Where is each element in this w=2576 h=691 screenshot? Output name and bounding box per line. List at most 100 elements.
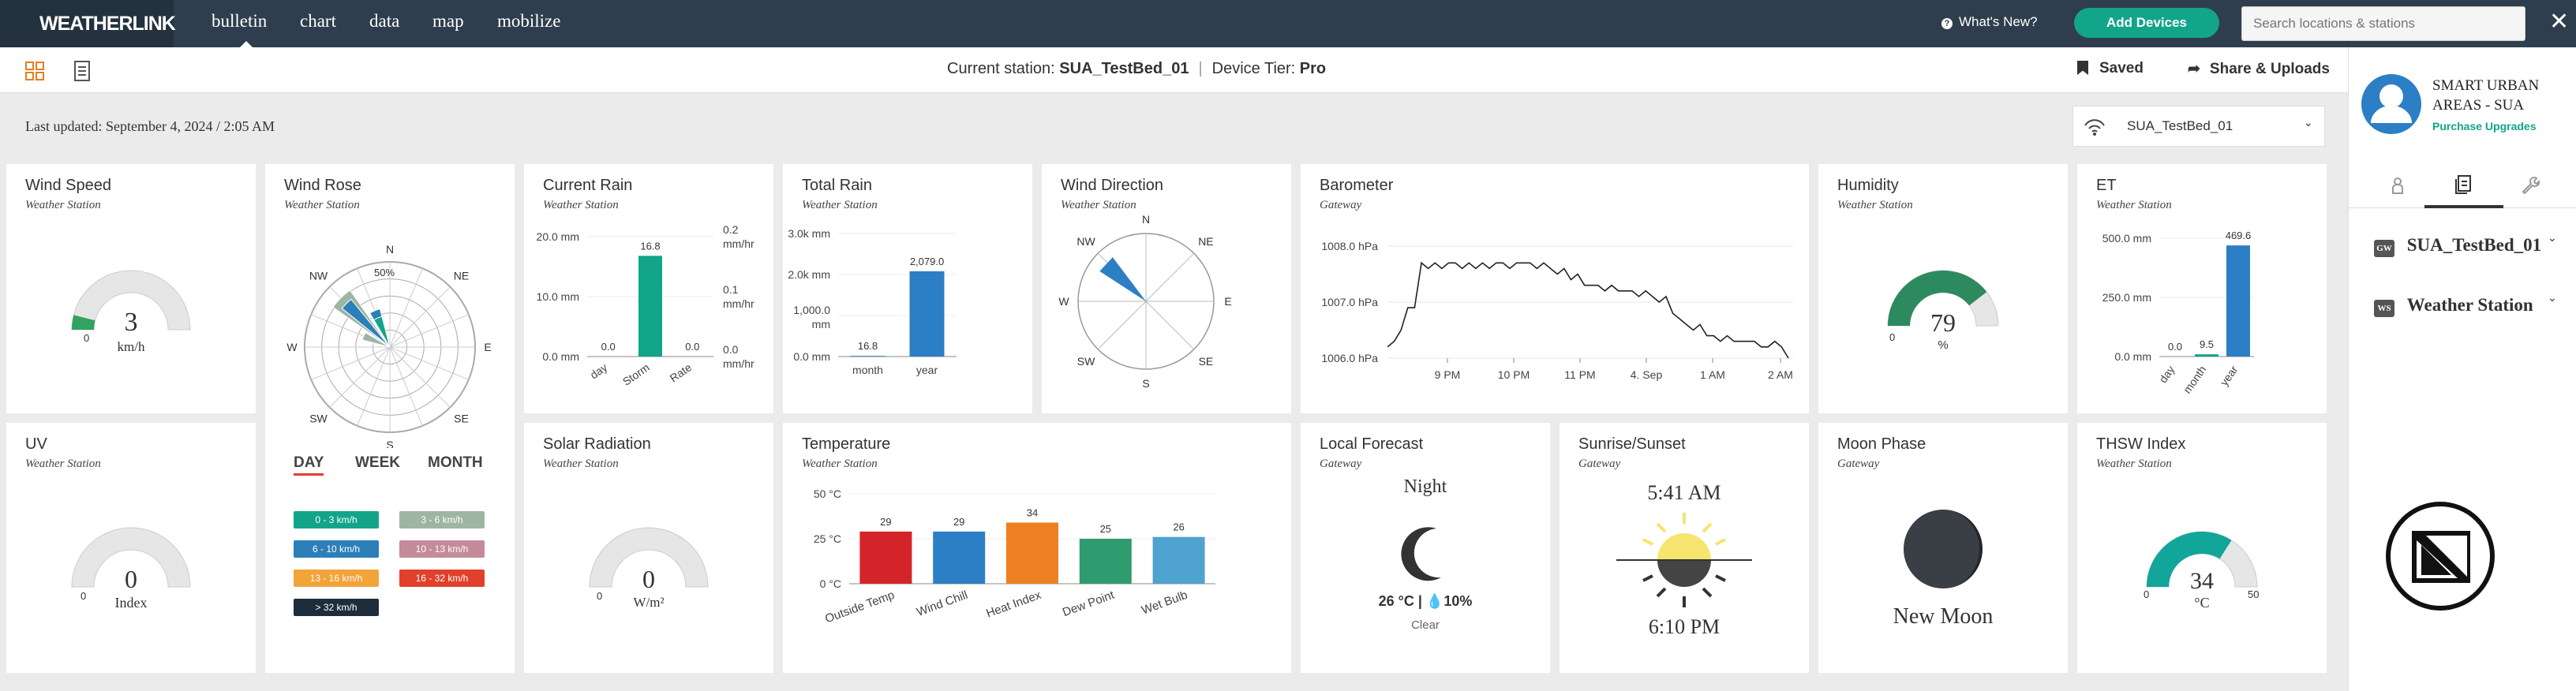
device-list-icon[interactable] [2454,175,2472,194]
current-rain-card[interactable]: Current Rain Weather Station 20.0 mm 10.0… [524,164,773,413]
solar-unit: W/m² [633,595,665,610]
wind-speed-card[interactable]: Wind Speed Weather Station 3 km/h 0 [6,164,256,413]
uv-card[interactable]: UV Weather Station 0 Index 0 [6,423,256,673]
list-view-icon[interactable] [74,61,90,81]
y-tick-label: 0.0 mm [2114,350,2151,363]
legend-item[interactable]: 0 - 3 km/h [294,511,379,529]
close-icon[interactable]: ✕ [2549,9,2570,35]
sidebar-tabs [2349,161,2576,208]
whats-new-link[interactable]: ? What's New? [1941,14,2038,30]
user-icon[interactable] [2390,177,2406,194]
legend-item[interactable]: 16 - 32 km/h [399,570,485,587]
y-tick-label: 1008.0 hPa [1321,240,1378,252]
nav-bulletin[interactable]: bulletin [212,11,268,47]
y-tick-unit: mm [812,318,830,331]
legend-item[interactable]: 3 - 6 km/h [399,511,485,529]
x-tick-label: day [588,360,610,381]
tab-month[interactable]: MONTH [428,454,483,471]
rose-percent-label: 50% [374,267,395,278]
forecast-temp-precip: 26 °C | 💧10% [1301,593,1550,610]
y-tick-label: 500.0 mm [2102,232,2151,245]
card-title: Barometer [1320,177,1394,194]
active-tab-indicator [2424,205,2503,208]
x-tick-label: 9 PM [1435,368,1461,381]
et-card[interactable]: ET Weather Station 500.0 mm 250.0 mm 0.0 m… [2077,164,2327,413]
solar-radiation-card[interactable]: Solar Radiation Weather Station 0 W/m² 0 [524,423,773,673]
x-tick-label: Heat Index [984,588,1043,621]
x-tick-label: 11 PM [1564,368,1595,381]
y-tick-label: 3.0k mm [788,227,830,240]
sunrise-sunset-card[interactable]: Sunrise/Sunset Gateway 5:41 AM 6:10 PM [1559,423,1809,673]
y2-tick-label: 0.0 [723,343,739,356]
temperature-card[interactable]: Temperature Weather Station 50 °C 25 °C 0 … [783,423,1291,673]
brand-logo-icon [2386,502,2495,611]
bar [2195,354,2218,357]
nav-map[interactable]: map [432,11,464,31]
card-title: Wind Direction [1061,177,1164,194]
grid-view-icon[interactable] [25,62,44,80]
total-rain-card[interactable]: Total Rain Weather Station 3.0k mm 2.0k m… [783,164,1032,413]
x-tick-label: year [2218,363,2241,388]
y-tick-label: 50 °C [814,487,841,500]
y-tick-label: 0 °C [820,577,841,590]
humidity-card[interactable]: Humidity Weather Station 79 % 0 [1818,164,2068,413]
rose-petal [373,316,391,348]
saved-button[interactable]: Saved [2077,60,2144,77]
rose-direction-label: N [386,243,394,256]
rose-spoke [329,346,391,408]
device-item-gateway[interactable]: GW SUA_TestBed_01 ⌄ [2374,233,2557,257]
new-moon-icon [1904,510,1983,588]
barometer-card[interactable]: Barometer Gateway 1008.0 hPa 1007.0 hPa 10… [1301,164,1809,413]
bar [1079,539,1132,584]
rose-direction-label: SE [454,413,469,425]
device-tier-label: Device Tier: [1211,60,1296,77]
card-subtitle: Gateway [1320,458,1362,470]
weatherlink-logo[interactable]: WEATHERLINK [0,0,176,47]
tab-week[interactable]: WEEK [355,454,400,471]
compass-direction-label: NE [1198,235,1213,248]
moon-phase-card[interactable]: Moon Phase Gateway New Moon [1818,423,2068,673]
tab-day[interactable]: DAY [294,454,324,476]
y-tick-label: 2.0k mm [788,268,830,281]
legend-item[interactable]: 13 - 16 km/h [294,570,379,587]
wrench-icon[interactable] [2521,177,2540,194]
nav-data[interactable]: data [369,11,400,31]
legend-item[interactable]: 10 - 13 km/h [399,540,485,558]
wind-direction-card[interactable]: Wind Direction Weather Station N NE E SE S SW… [1042,164,1291,413]
share-uploads-button[interactable]: ➦ Share & Uploads [2188,60,2330,78]
station-selector[interactable]: SUA_TestBed_01 ⌄ [2072,106,2325,147]
sun-horizon-icon [1616,513,1752,607]
legend-item[interactable]: > 32 km/h [294,599,379,616]
card-subtitle: Gateway [1578,458,1621,470]
compass-direction-label: SE [1199,355,1214,368]
barometer-chart: 1008.0 hPa 1007.0 hPa 1006.0 hPa 9 PM 10 PM 1… [1321,240,1793,381]
wind-rose-card[interactable]: Wind Rose Weather Station N NE E SE S SW W NW 50… [265,164,515,673]
x-tick-label: day [2156,364,2177,386]
user-avatar[interactable] [2360,73,2423,136]
rose-spoke [389,314,469,348]
card-title: Sunrise/Sunset [1578,435,1686,453]
legend-item[interactable]: 6 - 10 km/h [294,540,379,558]
card-subtitle: Weather Station [543,199,619,211]
data-label: 2,079.0 [910,256,944,267]
bar [1152,536,1205,584]
gauge-fill [72,315,95,330]
wifi-icon [2084,119,2105,136]
wind-speed-unit: km/h [117,339,145,354]
local-forecast-card[interactable]: Local Forecast Gateway Night 26 °C | 💧10… [1301,423,1550,673]
weather-station-tag: WS [2374,300,2394,317]
add-devices-button[interactable]: Add Devices [2074,8,2219,38]
bar [909,271,945,357]
search-input[interactable] [2241,6,2525,41]
card-subtitle: Weather Station [25,458,101,470]
data-label: 0.0 [601,341,616,353]
nav-chart[interactable]: chart [300,11,336,31]
purchase-upgrades-link[interactable]: Purchase Upgrades [2432,120,2537,133]
bar [1006,522,1058,584]
gauge-fill [1888,271,1987,326]
thsw-index-card[interactable]: THSW Index Weather Station 34 °C 0 50 [2077,423,2327,673]
nav-mobilize[interactable]: mobilize [497,11,561,31]
device-item-weather-station[interactable]: WS Weather Station ⌄ [2374,293,2557,317]
barometer-line [1387,261,1789,359]
x-tick-label: Dew Point [1061,588,1117,620]
